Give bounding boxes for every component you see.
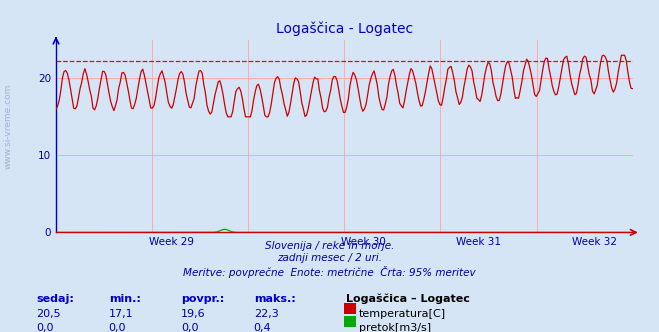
Title: Logaščica - Logatec: Logaščica - Logatec — [275, 21, 413, 36]
Text: Logaščica – Logatec: Logaščica – Logatec — [346, 294, 470, 304]
Text: 17,1: 17,1 — [109, 309, 133, 319]
Text: 22,3: 22,3 — [254, 309, 279, 319]
Text: min.:: min.: — [109, 294, 140, 304]
Text: povpr.:: povpr.: — [181, 294, 225, 304]
Text: 0,4: 0,4 — [254, 323, 272, 332]
Text: 19,6: 19,6 — [181, 309, 206, 319]
Text: pretok[m3/s]: pretok[m3/s] — [359, 323, 431, 332]
Text: temperatura[C]: temperatura[C] — [359, 309, 446, 319]
Text: zadnji mesec / 2 uri.: zadnji mesec / 2 uri. — [277, 253, 382, 263]
Text: 20,5: 20,5 — [36, 309, 61, 319]
Text: 0,0: 0,0 — [109, 323, 127, 332]
Text: Meritve: povprečne  Enote: metrične  Črta: 95% meritev: Meritve: povprečne Enote: metrične Črta:… — [183, 266, 476, 278]
Text: Slovenija / reke in morje.: Slovenija / reke in morje. — [265, 241, 394, 251]
Text: 0,0: 0,0 — [36, 323, 54, 332]
Text: sedaj:: sedaj: — [36, 294, 74, 304]
Text: 0,0: 0,0 — [181, 323, 199, 332]
Text: www.si-vreme.com: www.si-vreme.com — [3, 83, 13, 169]
Text: maks.:: maks.: — [254, 294, 295, 304]
